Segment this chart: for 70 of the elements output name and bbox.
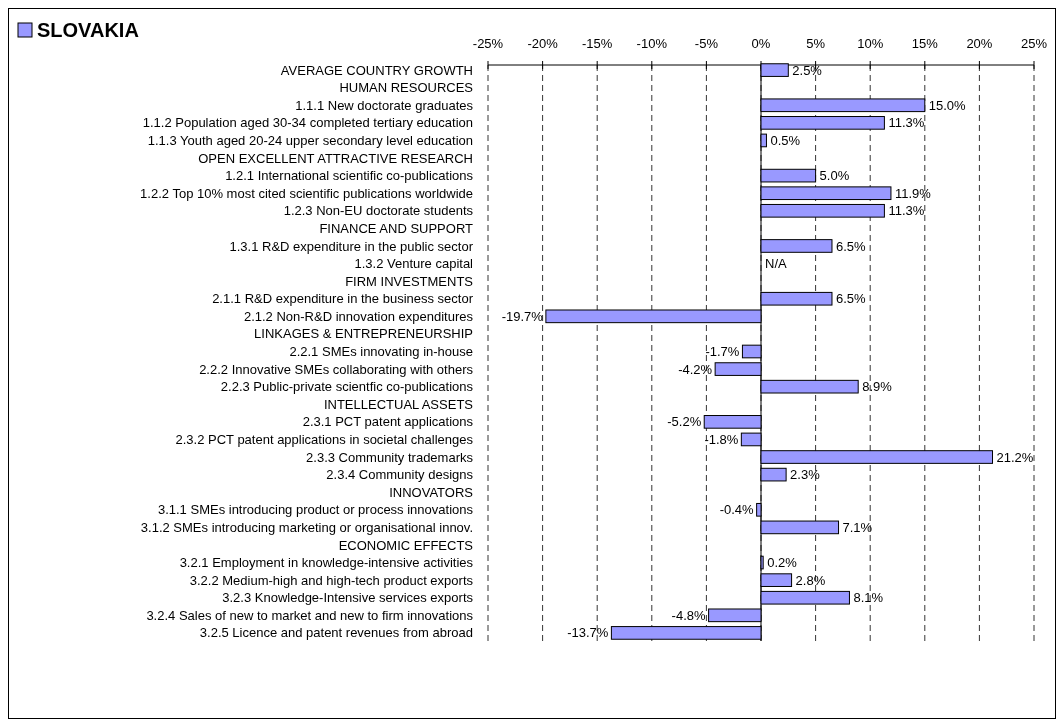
y-tick-label: 3.2.3 Knowledge-Intensive services exports — [222, 590, 474, 606]
y-tick-label: 3.2.4 Sales of new to market and new to firm innovations — [146, 607, 474, 623]
y-tick-label: 3.1.2 SMEs introducing marketing or organisational innov. — [140, 519, 473, 535]
data-label: -4.2% — [678, 361, 713, 377]
y-tick-label: 1.3.2 Venture capital — [354, 256, 474, 272]
x-tick-label: 5% — [806, 36, 826, 51]
data-label: 6.5% — [835, 291, 867, 307]
x-tick-label: 10% — [857, 36, 884, 51]
y-tick-label: 1.1.2 Population aged 30-34 completed tertiary education — [142, 115, 473, 131]
y-tick-label: 2.3.3 Community trademarks — [306, 449, 474, 465]
legend-label: SLOVAKIA — [37, 19, 139, 41]
x-tick-label: -10% — [636, 36, 668, 51]
y-tick-label: 1.1.1 New doctorate graduates — [295, 97, 474, 113]
y-tick-label: 3.1.1 SMEs introducing product or process innovations — [157, 502, 474, 518]
y-tick-label: 2.2.2 Innovative SMEs collaborating with others — [199, 361, 474, 377]
x-tick-label: -20% — [527, 36, 559, 51]
data-label: 15.0% — [928, 97, 967, 113]
y-tick-label: 2.3.4 Community designs — [326, 467, 474, 483]
data-label: 0.5% — [770, 132, 801, 148]
data-label: 2.5% — [792, 62, 823, 78]
data-label: 6.5% — [835, 238, 867, 254]
y-tick-label: 1.2.3 Non-EU doctorate students — [283, 203, 474, 219]
y-tick-label: INNOVATORS — [389, 484, 474, 500]
data-label: -13.7% — [567, 625, 609, 641]
data-label: -4.8% — [671, 607, 707, 623]
data-label: -19.7% — [501, 308, 544, 324]
y-tick-label: AVERAGE COUNTRY GROWTH — [280, 62, 473, 78]
y-tick-label: 1.3.1 R&D expenditure in the public sector — [229, 238, 474, 254]
data-label: -1.8% — [704, 431, 739, 447]
data-label: 0.2% — [767, 555, 798, 571]
data-label: -5.2% — [667, 414, 702, 430]
text: N/A — [765, 256, 787, 272]
x-tick-label: -5% — [694, 36, 719, 51]
y-tick-label: 3.2.2 Medium-high and high-tech product exports — [189, 572, 474, 588]
data-label: 7.1% — [842, 519, 873, 535]
y-tick-label: FINANCE AND SUPPORT — [319, 220, 474, 236]
y-tick-label: 2.2.1 SMEs innovating in-house — [289, 344, 473, 360]
y-tick-label: 2.3.1 PCT patent applications — [302, 414, 474, 430]
y-tick-label: LINKAGES & ENTREPRENEURSHIP — [254, 326, 473, 342]
data-label: 2.3% — [790, 467, 821, 483]
y-tick-label: INTELLECTUAL ASSETS — [323, 396, 474, 412]
data-label: 8.1% — [853, 590, 884, 606]
data-label: 21.2% — [996, 449, 1034, 465]
x-tick-label: -25% — [472, 36, 504, 51]
data-label: -1.7% — [705, 344, 740, 360]
data-label: 11.3% — [888, 203, 925, 219]
y-tick-label: 2.3.2 PCT patent applications in societal challenges — [175, 431, 474, 447]
y-tick-label: ECONOMIC EFFECTS — [338, 537, 474, 553]
y-tick-label: HUMAN RESOURCES — [339, 80, 474, 96]
data-label: 5.0% — [819, 168, 850, 184]
x-tick-label: 15% — [911, 36, 939, 51]
data-label: -0.4% — [719, 502, 755, 518]
data-label: 2.8% — [795, 572, 826, 588]
y-tick-label: 3.2.1 Employment in knowledge-intensive activities — [179, 555, 474, 571]
data-label: 11.3% — [888, 115, 925, 131]
y-tick-label: OPEN EXCELLENT ATTRACTIVE RESEARCH — [198, 150, 473, 166]
y-tick-label: 2.2.3 Public-private scientfic co-publications — [220, 379, 474, 395]
y-tick-label: 1.2.2 Top 10% most cited scientific publications worldwide — [140, 185, 473, 201]
x-tick-label: -15% — [582, 36, 613, 51]
data-label: 11.9% — [894, 185, 932, 201]
data-label: 8.9% — [862, 379, 893, 395]
y-tick-label: 1.2.1 International scientific co-publications — [225, 168, 474, 184]
x-tick-label: 0% — [751, 36, 771, 51]
y-tick-label: 3.2.5 Licence and patent revenues from abroad — [199, 625, 473, 641]
y-tick-label: 2.1.1 R&D expenditure in the business sector — [212, 291, 474, 307]
x-tick-label: 20% — [966, 36, 993, 51]
y-tick-label: 2.1.2 Non-R&D innovation expenditures — [243, 308, 474, 324]
y-tick-label: 1.1.3 Youth aged 20-24 upper secondary level education — [147, 132, 473, 148]
y-tick-label: FIRM INVESTMENTS — [345, 273, 474, 289]
x-tick-label: 25% — [1020, 36, 1048, 51]
